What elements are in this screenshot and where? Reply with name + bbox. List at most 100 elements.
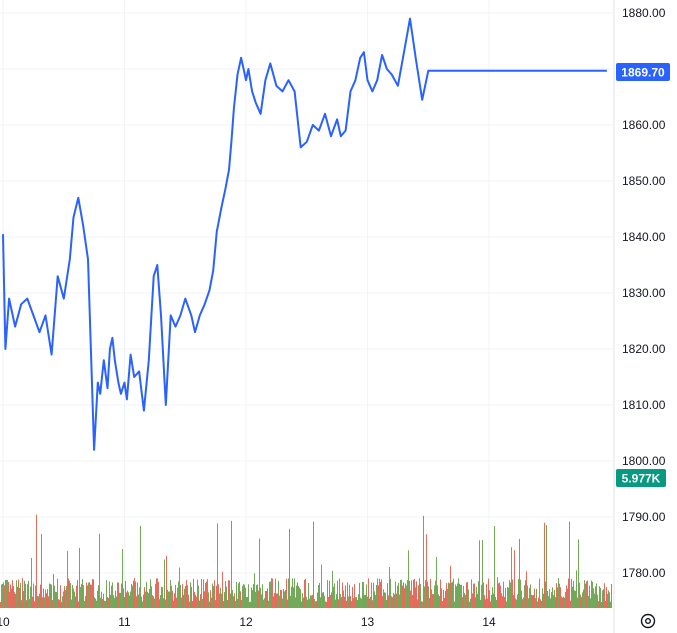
volume-bar [451,582,452,608]
volume-bar [488,578,489,608]
volume-bar [386,599,387,608]
volume-bar [330,594,331,608]
volume-bar [33,583,34,608]
settings-icon[interactable] [640,613,656,629]
volume-bar [343,590,344,608]
volume-bar [447,588,448,608]
volume-bar [486,584,487,608]
volume-bar [356,597,357,608]
volume-bar [75,596,76,608]
volume-bar [511,547,512,608]
volume-bar [326,601,327,608]
volume-bar [219,593,220,608]
volume-bar [438,594,439,608]
volume-bar [242,586,243,608]
volume-bar [149,588,150,608]
volume-bar [535,598,536,608]
volume-bar [191,586,192,608]
volume-bar [250,601,251,608]
volume-bar [233,596,234,608]
volume-bar [182,584,183,608]
volume-bar [9,591,10,608]
volume-bar [80,586,81,608]
volume-bar [347,582,348,608]
volume-bar [493,593,494,608]
volume-bar [95,598,96,608]
last-volume-label: 5.977K [622,472,661,486]
volume-bar [423,515,424,608]
volume-bar [420,584,421,608]
volume-bar [437,585,438,608]
volume-bar [57,578,58,608]
volume-bar [600,587,601,608]
volume-bar [380,582,381,608]
volume-bar [367,596,368,608]
volume-bar [389,567,390,608]
volume-bar [310,595,311,608]
volume-bar [203,579,204,608]
volume-bar [52,600,53,608]
y-tick-label: 1850.00 [622,174,666,188]
volume-bar [282,598,283,608]
volume-bar [87,585,88,608]
volume-bar [21,600,22,608]
volume-bar [16,580,17,608]
volume-bar [3,582,4,608]
volume-bar [173,600,174,608]
volume-bar [226,586,227,608]
volume-bar [206,581,207,608]
time-axis[interactable]: 10 11 12 13 14 [0,615,496,629]
volume-bar [103,593,104,608]
volume-bar [541,600,542,608]
volume-bar [455,584,456,608]
volume-bar [318,585,319,608]
volume-bar [583,589,584,608]
volume-bar [34,601,35,608]
volume-bar [107,597,108,608]
volume-bar [358,594,359,608]
volume-bar [254,573,255,608]
volume-bar [14,592,15,608]
volume-bar [465,594,466,608]
volume-bar [528,598,529,608]
price-axis[interactable]: 1880.001870.001860.001850.001840.001830.… [622,6,666,580]
volume-bar [463,585,464,608]
volume-bar [25,583,26,608]
volume-bar [12,580,13,608]
volume-bar [601,601,602,608]
volume-bar [162,587,163,608]
volume-bar [545,581,546,608]
volume-bar [467,581,468,608]
volume-bar [81,583,82,608]
volume-bar [99,533,100,608]
volume-bar [276,593,277,608]
volume-bar [368,578,369,608]
volume-bar [308,582,309,608]
volume-bar [517,594,518,608]
volume-bar [406,585,407,608]
volume-bar [114,598,115,608]
volume-bar [478,581,479,608]
volume-bar [20,582,21,608]
volume-bar [378,585,379,608]
volume-bar [315,601,316,608]
volume-bar [105,600,106,608]
volume-bar [218,584,219,608]
volume-bar [272,578,273,608]
volume-bar [27,584,28,608]
volume-bar [609,592,610,608]
volume-bar [139,587,140,608]
volume-bar [606,587,607,608]
volume-bar [181,597,182,608]
volume-bar [382,596,383,608]
chart-grid [0,0,614,608]
volume-bar [477,593,478,608]
volume-bar [345,585,346,608]
volume-bar [291,586,292,608]
volume-bar [399,594,400,608]
volume-bar [588,595,589,608]
volume-bar [106,580,107,608]
volume-bar [502,596,503,608]
volume-bar [284,591,285,608]
